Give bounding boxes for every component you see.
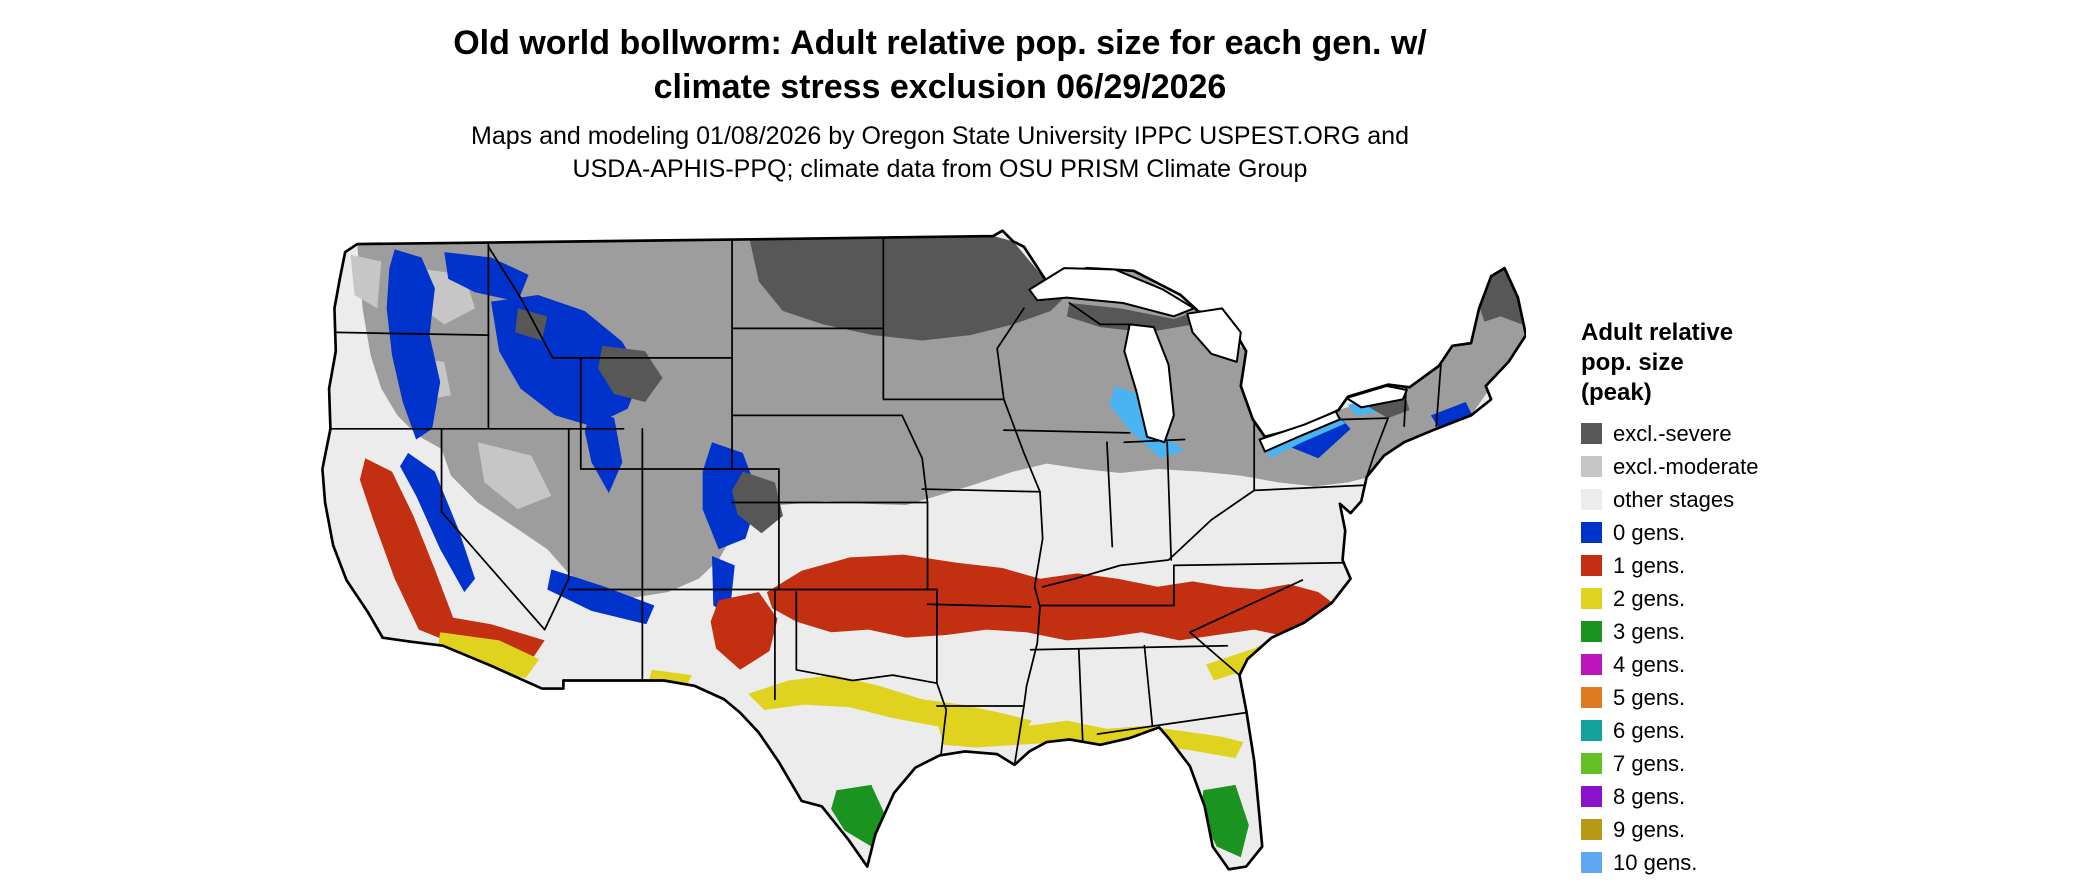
region-0gens-cascades: [386, 249, 441, 440]
region-3gens-south-florida: [1200, 784, 1249, 858]
legend-item: 7 gens.: [1581, 751, 1911, 776]
region-0gens-sierra: [400, 452, 476, 593]
legend-swatch: [1581, 456, 1602, 477]
great-lakes: [1028, 267, 1408, 453]
map-attribution-line1: Maps and modeling 01/08/2026 by Oregon S…: [471, 122, 1409, 150]
region-1gens-west-texas: [710, 592, 778, 670]
region-excl-severe-maine: [1479, 268, 1522, 325]
region-excl-severe-north-plains: [749, 236, 1067, 341]
legend-item: 0 gens.: [1581, 520, 1911, 545]
legend-item: 4 gens.: [1581, 652, 1911, 677]
legend-swatch: [1581, 687, 1602, 708]
region-excl-moderate-band: [357, 236, 1526, 601]
legend-swatch: [1581, 489, 1602, 510]
region-1gens-south-band: [766, 554, 1346, 646]
legend-label: excl.-severe: [1613, 420, 1732, 446]
legend-title-line3: (peak): [1581, 379, 1652, 406]
map-attribution-line2: USDA-APHIS-PPQ; climate data from OSU PR…: [572, 155, 1308, 183]
legend-title-line1: Adult relative: [1581, 319, 1734, 346]
legend-swatch: [1581, 852, 1602, 873]
legend-swatch: [1581, 522, 1602, 543]
legend-title: Adult relative pop. size (peak): [1581, 318, 1911, 408]
lake-michigan: [1123, 323, 1175, 444]
region-3gens-south-texas: [831, 784, 888, 847]
legend-swatch: [1581, 720, 1602, 741]
region-excl-severe-yellowstone: [598, 345, 663, 403]
legend-swatch: [1581, 654, 1602, 675]
region-excl-severe-upper-michigan: [1066, 302, 1194, 333]
region-0gens-wasatch: [584, 408, 623, 494]
legend-label: excl.-moderate: [1613, 453, 1759, 479]
map-title-line2: climate stress exclusion 06/29/2026: [653, 67, 1227, 106]
region-0gens-mogollon: [547, 569, 655, 625]
legend-item: 3 gens.: [1581, 619, 1911, 644]
region-excl-moderate-patch-coast: [350, 254, 382, 309]
legend-item: 5 gens.: [1581, 685, 1911, 710]
legend-label: 10 gens.: [1613, 849, 1698, 875]
map-legend: Adult relative pop. size (peak) excl.-se…: [1581, 318, 1911, 883]
legend-label: 6 gens.: [1613, 717, 1686, 743]
lake-ontario: [1345, 384, 1408, 409]
legend-swatch: [1581, 786, 1602, 807]
legend-item: 9 gens.: [1581, 817, 1911, 842]
region-1gens-california: [359, 458, 454, 641]
legend-title-line2: pop. size: [1581, 349, 1684, 376]
legend-item: 2 gens.: [1581, 586, 1911, 611]
legend-item: excl.-severe: [1581, 421, 1911, 446]
legend-swatch: [1581, 621, 1602, 642]
legend-swatch: [1581, 753, 1602, 774]
legend-label: 3 gens.: [1613, 618, 1686, 644]
legend-item: excl.-moderate: [1581, 454, 1911, 479]
legend-label: 7 gens.: [1613, 750, 1686, 776]
map-title-line1: Old world bollworm: Adult relative pop. …: [453, 24, 1427, 62]
legend-item: 10 gens.: [1581, 850, 1911, 875]
us-choropleth-map: [317, 228, 1526, 884]
legend-item: 6 gens.: [1581, 718, 1911, 743]
legend-swatch: [1581, 588, 1602, 609]
legend-items: excl.-severe excl.-moderate other stages 0 …: [1581, 421, 1911, 875]
map-title: Old world bollworm: Adult relative pop. …: [0, 22, 1880, 109]
legend-label: 8 gens.: [1613, 783, 1686, 809]
region-2gens-arizona: [437, 632, 540, 678]
legend-swatch: [1581, 423, 1602, 444]
legend-item: 8 gens.: [1581, 784, 1911, 809]
legend-swatch: [1581, 819, 1602, 840]
region-excl-moderate-patch-nv: [477, 442, 552, 510]
legend-label: 9 gens.: [1613, 816, 1686, 842]
map-attribution: Maps and modeling 01/08/2026 by Oregon S…: [0, 120, 1880, 186]
legend-label: 5 gens.: [1613, 684, 1686, 710]
legend-label: 2 gens.: [1613, 585, 1686, 611]
legend-swatch: [1581, 555, 1602, 576]
legend-label: 0 gens.: [1613, 519, 1686, 545]
region-0gens-newa: [444, 252, 529, 302]
legend-item: 1 gens.: [1581, 553, 1911, 578]
region-2gens-gulf-band: [938, 717, 1244, 759]
lake-superior: [1028, 267, 1195, 318]
lake-erie: [1258, 410, 1341, 453]
legend-label: 1 gens.: [1613, 552, 1686, 578]
lake-huron: [1186, 307, 1242, 363]
legend-label: other stages: [1613, 486, 1735, 512]
region-1gens-arizona: [429, 613, 545, 657]
legend-item: other stages: [1581, 487, 1911, 512]
us-map-svg: [321, 229, 1526, 871]
legend-label: 4 gens.: [1613, 651, 1686, 677]
